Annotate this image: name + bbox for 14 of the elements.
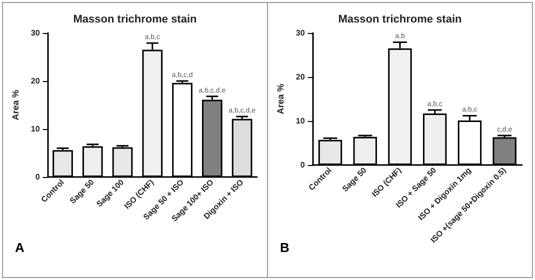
y-axis-title: Area % (276, 84, 286, 114)
chart-title: Masson trichrome stain (338, 14, 462, 26)
chart-title: Masson trichrome stain (73, 14, 198, 26)
y-tick-label: 10 (30, 124, 40, 134)
y-tick-label: 30 (30, 28, 40, 38)
y-tick-label: 10 (296, 116, 306, 126)
text: B (280, 240, 290, 255)
y-tick-label: 20 (30, 76, 40, 86)
y-tick-label: 0 (300, 160, 306, 170)
y-tick-label: 30 (296, 28, 306, 38)
y-axis-title: Area % (10, 90, 20, 120)
y-tick-label: 20 (296, 72, 306, 82)
y-tick-label: 0 (35, 172, 40, 182)
text: A (15, 240, 25, 255)
